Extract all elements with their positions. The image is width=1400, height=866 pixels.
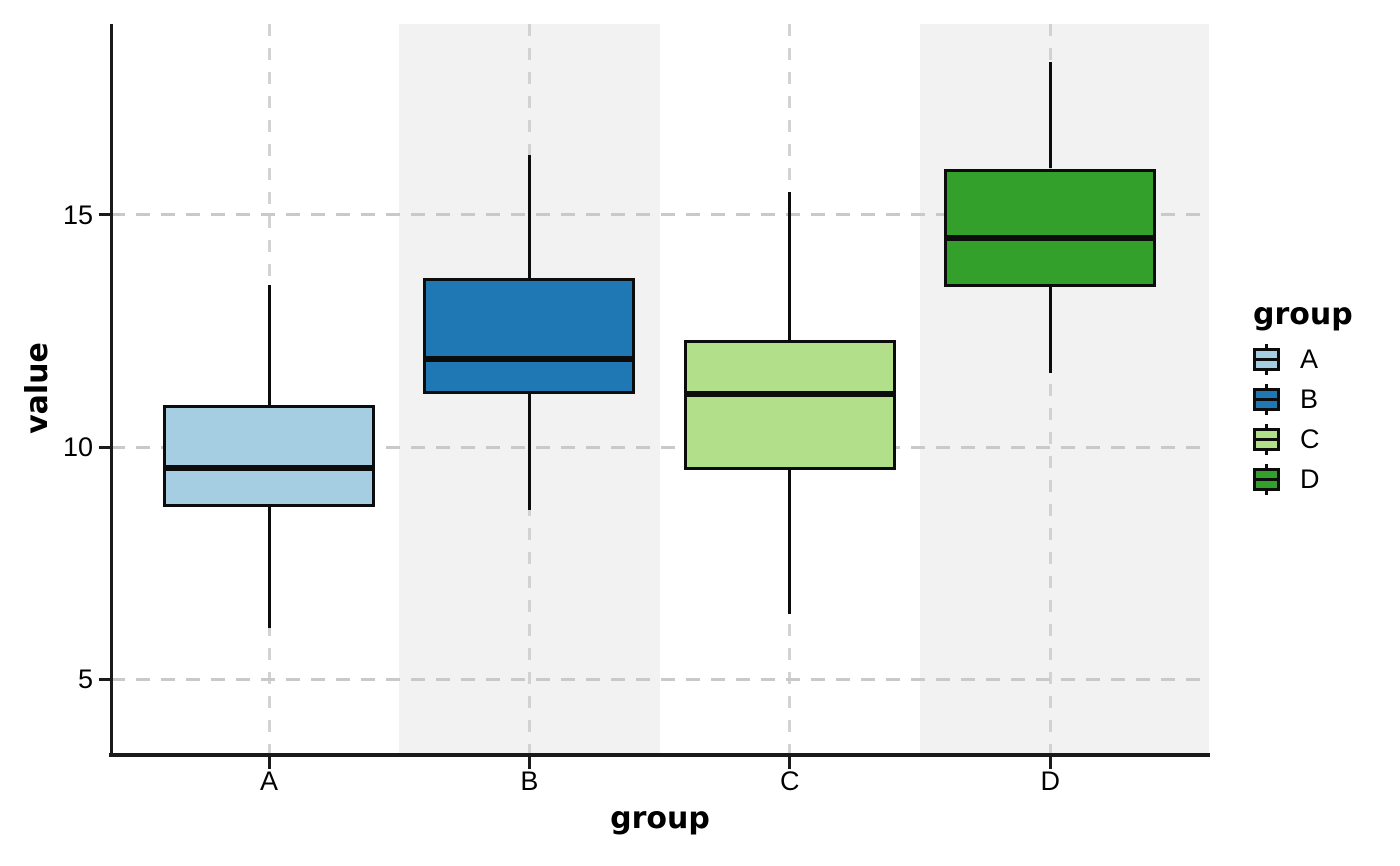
legend-item-label: A	[1300, 343, 1319, 374]
legend-key-icon-A	[1253, 343, 1280, 375]
legend-key-icon-C	[1253, 423, 1280, 455]
boxplot-whisker-upper-D	[1048, 61, 1052, 169]
gridline-h-15	[111, 213, 1209, 217]
boxplot-median-C	[686, 390, 893, 397]
legend-key-median	[1256, 397, 1277, 401]
y-tick-label-10: 10	[62, 432, 93, 462]
x-tick-C	[788, 757, 792, 769]
x-axis-title: group	[610, 801, 710, 836]
boxplot-whisker-lower-A	[267, 507, 271, 628]
category-band-D	[920, 24, 1209, 755]
x-axis-line	[109, 753, 1210, 757]
gridline-v-D	[1048, 24, 1052, 755]
legend-key-median	[1256, 437, 1277, 441]
boxplot-median-D	[947, 235, 1154, 242]
y-tick-10	[99, 445, 111, 449]
x-tick-label-C: C	[780, 766, 800, 796]
y-tick-5	[99, 677, 111, 681]
boxplot-median-B	[426, 355, 633, 362]
boxplot-whisker-upper-B	[527, 154, 531, 278]
boxplot-whisker-upper-C	[788, 191, 792, 341]
x-tick-label-A: A	[259, 766, 278, 796]
legend-item-C: C	[1253, 419, 1353, 459]
boxplot-box-D	[944, 168, 1157, 287]
x-tick-A	[267, 757, 271, 769]
legend-item-label: C	[1300, 423, 1320, 454]
boxplot-box-C	[683, 340, 896, 471]
x-tick-label-D: D	[1040, 766, 1060, 796]
legend-item-label: D	[1300, 463, 1320, 494]
boxplot-median-A	[166, 464, 372, 471]
y-tick-15	[99, 213, 111, 217]
boxplot-whisker-upper-A	[267, 284, 271, 406]
boxplot-box-B	[423, 277, 636, 394]
plot-panel	[111, 24, 1209, 755]
legend-item-B: B	[1253, 379, 1353, 419]
y-tick-label-15: 15	[62, 199, 93, 230]
x-tick-D	[1048, 757, 1052, 769]
legend-item-D: D	[1253, 459, 1353, 499]
legend-key-icon-D	[1253, 463, 1280, 495]
boxplot-box-A	[163, 405, 375, 508]
x-tick-B	[527, 757, 531, 769]
legend-key-median	[1256, 357, 1277, 361]
y-axis-title: value	[20, 342, 55, 434]
y-axis-line	[110, 24, 113, 757]
legend-title: group	[1253, 297, 1353, 332]
x-tick-label-B: B	[520, 766, 539, 796]
boxplot-whisker-lower-B	[527, 393, 531, 510]
legend-item-label: B	[1300, 383, 1319, 414]
gridline-h-5	[111, 677, 1209, 681]
y-tick-label-5: 5	[77, 664, 93, 695]
gridline-h-10	[111, 445, 1209, 449]
boxplot-whisker-lower-D	[1048, 286, 1052, 373]
legend-key-median	[1256, 477, 1277, 481]
legend-key-icon-B	[1253, 383, 1280, 415]
boxplot-whisker-lower-C	[788, 470, 792, 615]
legend-item-A: A	[1253, 339, 1353, 379]
